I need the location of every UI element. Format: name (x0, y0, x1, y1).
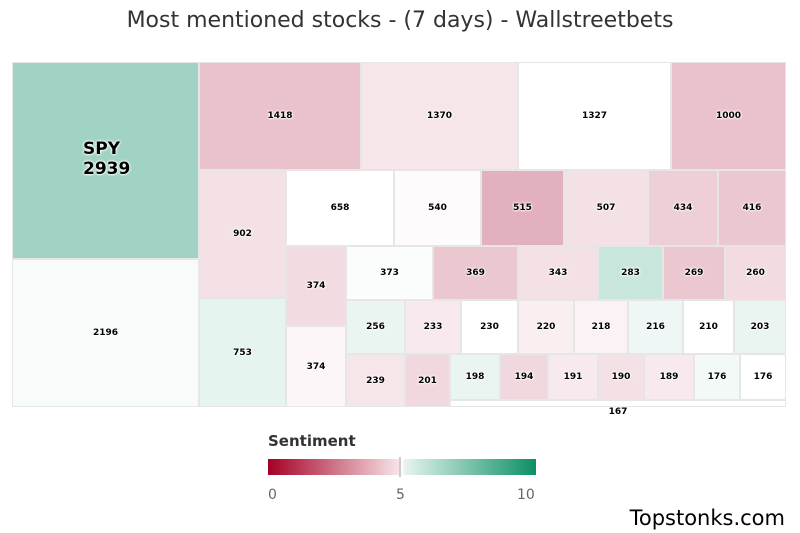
treemap-cell-label: 1418 (267, 111, 293, 121)
legend-color-bar (268, 459, 536, 475)
treemap-cell: 1370 (361, 62, 518, 170)
treemap-cell: 220 (518, 300, 574, 354)
treemap-cell: 167 (450, 400, 786, 417)
treemap-cell-label: 658 (330, 203, 350, 213)
treemap-cell: 190 (598, 354, 644, 400)
legend-tick-10: 10 (517, 487, 535, 503)
treemap-cell: 343 (518, 246, 598, 300)
treemap-cell: 1000 (671, 62, 786, 170)
treemap-cell: 1418 (199, 62, 361, 170)
legend-midpoint-marker (399, 457, 401, 477)
treemap-cell-label: 203 (750, 322, 770, 332)
treemap-cell-label: 167 (608, 406, 628, 417)
treemap-cell: 2196 (12, 259, 199, 407)
treemap-cell-label: 416 (742, 203, 762, 213)
treemap-cell-label: 1327 (581, 111, 608, 121)
treemap-cell-label: 216 (646, 322, 665, 332)
treemap-cell-label: 194 (514, 372, 534, 382)
treemap-cell: 434 (648, 170, 718, 246)
legend-tick-0: 0 (268, 487, 277, 503)
treemap-cell-label: 239 (366, 375, 385, 386)
treemap-cell-label: 256 (366, 322, 385, 332)
treemap-cell-label: 233 (423, 322, 443, 332)
treemap-cell-label: 176 (753, 372, 773, 382)
treemap: SPY 2939 2196 1418 1370 1327 1000 902 753 658 540… (12, 62, 786, 417)
treemap-cell-label: 540 (428, 203, 447, 213)
treemap-cell-label: 434 (673, 203, 693, 213)
treemap-cell-label: 515 (513, 203, 532, 213)
treemap-cell: 658 (286, 170, 394, 246)
treemap-cell: SPY 2939 (12, 62, 199, 259)
treemap-cell-label: 753 (233, 347, 252, 358)
treemap-cell-label: 191 (563, 372, 583, 382)
treemap-cell-label: 1000 (715, 111, 742, 121)
treemap-cell: 201 (405, 354, 450, 407)
treemap-cell: 416 (718, 170, 786, 246)
treemap-cell: 507 (564, 170, 648, 246)
treemap-cell: 540 (394, 170, 481, 246)
treemap-cell: 753 (199, 298, 286, 407)
treemap-cell-label: 902 (233, 229, 252, 239)
treemap-cell-label: 176 (707, 372, 727, 382)
treemap-cell: 194 (500, 354, 548, 400)
treemap-cell-label: 218 (591, 322, 611, 332)
treemap-cell: 283 (598, 246, 663, 300)
treemap-cell-label: 220 (536, 322, 556, 332)
treemap-cell-label: 198 (465, 372, 485, 382)
treemap-cell-label: 260 (746, 268, 765, 278)
treemap-cell-label: 1370 (426, 111, 453, 121)
treemap-cell: 902 (199, 170, 286, 298)
treemap-cell: 233 (405, 300, 461, 354)
treemap-cell: 256 (346, 300, 405, 354)
treemap-cell: 369 (433, 246, 518, 300)
treemap-cell: 373 (346, 246, 433, 300)
brand-watermark: Topstonks.com (629, 506, 785, 530)
treemap-cell-label: 507 (596, 203, 616, 213)
treemap-cell: 216 (628, 300, 683, 354)
treemap-cell-label: 373 (380, 268, 399, 278)
treemap-cell-label: 269 (684, 268, 704, 278)
treemap-cell: 515 (481, 170, 564, 246)
treemap-cell: 189 (644, 354, 694, 400)
treemap-cell-label: 201 (418, 375, 437, 386)
treemap-cell-label: 374 (306, 361, 326, 372)
treemap-cell-label: 374 (306, 281, 326, 291)
treemap-cell-label: 190 (611, 372, 631, 382)
treemap-cell: 1327 (518, 62, 671, 170)
legend-title: Sentiment (268, 432, 356, 450)
treemap-cell-label: 189 (659, 372, 679, 382)
chart-title: Most mentioned stocks - (7 days) - Walls… (126, 8, 674, 33)
treemap-cell: 191 (548, 354, 598, 400)
treemap-cell-label: SPY 2939 (83, 139, 131, 179)
treemap-cell: 269 (663, 246, 725, 300)
treemap-cell: 230 (461, 300, 518, 354)
treemap-cell-label: 343 (548, 268, 568, 278)
legend-tick-5: 5 (396, 487, 405, 503)
treemap-cell: 239 (346, 354, 405, 407)
treemap-cell: 176 (740, 354, 786, 400)
treemap-cell: 260 (725, 246, 786, 300)
treemap-cell: 218 (574, 300, 628, 354)
treemap-cell: 176 (694, 354, 740, 400)
treemap-cell: 210 (683, 300, 734, 354)
treemap-cell: 374 (286, 326, 346, 407)
treemap-cell: 203 (734, 300, 786, 354)
treemap-cell-label: 230 (480, 322, 499, 332)
treemap-cell: 198 (450, 354, 500, 400)
treemap-cell: 374 (286, 246, 346, 326)
treemap-cell-label: 283 (621, 268, 640, 278)
treemap-cell-label: 369 (466, 268, 485, 278)
treemap-cell-label: 210 (699, 322, 718, 332)
treemap-cell-label: 2196 (92, 328, 119, 338)
